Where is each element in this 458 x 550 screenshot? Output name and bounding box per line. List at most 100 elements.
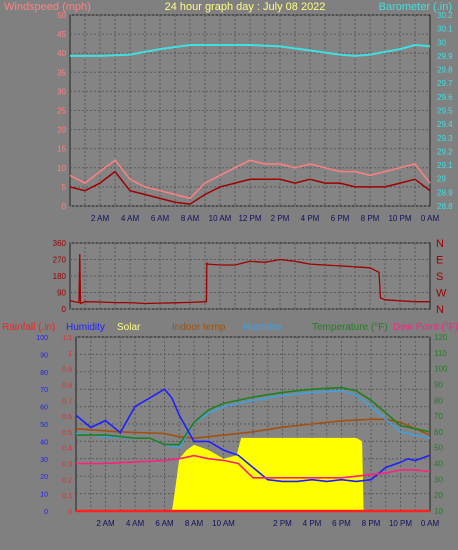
wind-ticks: 0 5 10 15 20 25 30 35 40 45 50 28.8 28.9 29 29.1 29.2 29… xyxy=(57,11,453,223)
barometer-tick-label: 29 xyxy=(437,175,446,184)
windspeed-tick-label: 35 xyxy=(57,68,66,77)
wind-series-barometer xyxy=(70,43,431,57)
temp-x-tick-label: 4 AM xyxy=(126,519,145,528)
wind-x-tick-label: 12 PM xyxy=(238,214,261,223)
wind-x-tick-label: 8 AM xyxy=(181,214,200,223)
barometer-axis-label: Barometer (.in) xyxy=(379,1,452,13)
temperature-tick-label: 100 xyxy=(434,365,448,374)
compass-tick-label: N xyxy=(436,238,444,250)
barometer-tick-label: 30 xyxy=(437,38,446,47)
wind-x-tick-label: 2 AM xyxy=(91,214,110,223)
wind-x-tick-label: 6 PM xyxy=(331,214,350,223)
humidity-tick-label: 50 xyxy=(40,422,48,429)
rain-tick-label: 0.9 xyxy=(62,367,72,374)
compass-tick-label: N xyxy=(436,304,444,316)
temperature-tick-label: 40 xyxy=(434,460,443,469)
windspeed-tick-label: 15 xyxy=(57,145,66,154)
humidity-tick-label: 60 xyxy=(40,405,48,412)
temp-ticks: 0 10 20 30 40 50 60 70 80 90 100 0 0.1 0.2 0.3 0.4 0.5 0.… xyxy=(36,333,448,528)
barometer-tick-label: 29.5 xyxy=(437,107,453,116)
barometer-tick-label: 29.1 xyxy=(437,161,453,170)
direction-grid xyxy=(70,242,430,310)
windspeed-tick-label: 45 xyxy=(57,30,66,39)
temp-x-tick-label: 8 AM xyxy=(185,519,204,528)
humidity-tick-label: 0 xyxy=(44,509,48,516)
series-temperature-f xyxy=(76,386,431,446)
windspeed-tick-label: 40 xyxy=(57,49,66,58)
direction-tick-label: 360 xyxy=(53,239,67,248)
rain-tick-label: 0.3 xyxy=(62,462,72,469)
rain-tick-label: 0 xyxy=(68,509,72,516)
temperature-tick-label: 80 xyxy=(434,396,443,405)
barometer-tick-label: 29.2 xyxy=(437,147,453,156)
temp-x-tick-label: 10 PM xyxy=(389,519,412,528)
temperature-tick-label: 20 xyxy=(434,491,443,500)
wind-series xyxy=(69,43,431,205)
windspeed-tick-label: 25 xyxy=(57,107,66,116)
wind-x-tick-label: 4 AM xyxy=(121,214,140,223)
barometer-tick-label: 28.8 xyxy=(437,202,453,211)
wind-series-gust xyxy=(69,159,431,200)
humidity-tick-label: 30 xyxy=(40,457,48,464)
wind-x-tick-label: 6 AM xyxy=(151,214,170,223)
series-humidity xyxy=(75,388,431,483)
rain-tick-label: 0.7 xyxy=(62,398,72,405)
humidity-tick-label: 40 xyxy=(40,439,48,446)
wind-x-tick-label: 8 PM xyxy=(361,214,380,223)
temp-x-tick-label: 6 PM xyxy=(332,519,351,528)
chart-title: 24 hour graph day : July 08 2022 xyxy=(165,1,326,13)
direction-tick-label: 270 xyxy=(53,256,67,265)
wind-x-tick-label: 10 AM xyxy=(209,214,232,223)
wind-grid xyxy=(70,14,430,207)
temperature-tick-label: 120 xyxy=(434,333,448,342)
rain-tick-label: 0.4 xyxy=(62,446,72,453)
wind-series-average xyxy=(69,170,431,205)
barometer-tick-label: 29.6 xyxy=(437,93,453,102)
temp-x-tick-label: 8 PM xyxy=(362,519,381,528)
humidity-tick-label: 20 xyxy=(40,474,48,481)
direction-series xyxy=(69,253,430,305)
rain-tick-label: 0.6 xyxy=(62,414,72,421)
wind-barometer-chart: 0 5 10 15 20 25 30 35 40 45 50 28.8 28.9 29 29.1 29.2 29… xyxy=(4,1,453,223)
rain-tick-label: 0.8 xyxy=(62,382,72,389)
direction-tick-label: 180 xyxy=(53,272,67,281)
legend-entry: Solar xyxy=(117,322,141,333)
direction-series-line xyxy=(69,253,430,305)
temp-x-tick-label: 10 AM xyxy=(212,519,235,528)
series-dew-point-f xyxy=(76,454,431,479)
wind-x-tick-label: 0 AM xyxy=(421,214,440,223)
compass-tick-label: S xyxy=(436,271,443,283)
barometer-tick-label: 30.2 xyxy=(437,11,453,20)
temperature-tick-label: 30 xyxy=(434,475,443,484)
temp-x-tick-label: 6 AM xyxy=(155,519,174,528)
temp-series xyxy=(75,386,431,513)
temp-x-tick-label: 0 AM xyxy=(421,519,440,528)
temp-x-tick-label: 4 PM xyxy=(303,519,322,528)
series-solar-area xyxy=(76,437,430,511)
temperature-tick-label: 60 xyxy=(434,428,443,437)
rain-tick-label: 1.1 xyxy=(62,335,72,342)
rain-tick-label: 0.5 xyxy=(62,430,72,437)
legend-entry: Rainfall (.in) xyxy=(2,322,55,333)
humidity-tick-label: 100 xyxy=(36,335,48,342)
direction-tick-label: 0 xyxy=(62,305,67,314)
barometer-tick-label: 29.9 xyxy=(437,52,453,61)
windspeed-tick-label: 30 xyxy=(57,87,66,96)
barometer-tick-label: 29.7 xyxy=(437,79,453,88)
windspeed-tick-label: 10 xyxy=(57,164,66,173)
rain-tick-label: 0.2 xyxy=(62,477,72,484)
barometer-tick-label: 28.9 xyxy=(437,188,453,197)
legend-entry: Humidex xyxy=(243,322,282,333)
rain-tick-label: 0.1 xyxy=(62,493,72,500)
compass-tick-label: E xyxy=(436,255,443,267)
windspeed-axis-label: Windspeed (mph) xyxy=(4,1,91,13)
barometer-tick-label: 29.8 xyxy=(437,66,453,75)
humidity-tick-label: 10 xyxy=(40,492,48,499)
temperature-humidity-chart: 0 10 20 30 40 50 60 70 80 90 100 0 0.1 0.2 0.3 0.4 0.5 0.… xyxy=(2,322,458,528)
legend-entry: Temperature (°F) xyxy=(312,322,388,333)
temperature-tick-label: 70 xyxy=(434,412,443,421)
humidity-tick-label: 90 xyxy=(40,352,48,359)
